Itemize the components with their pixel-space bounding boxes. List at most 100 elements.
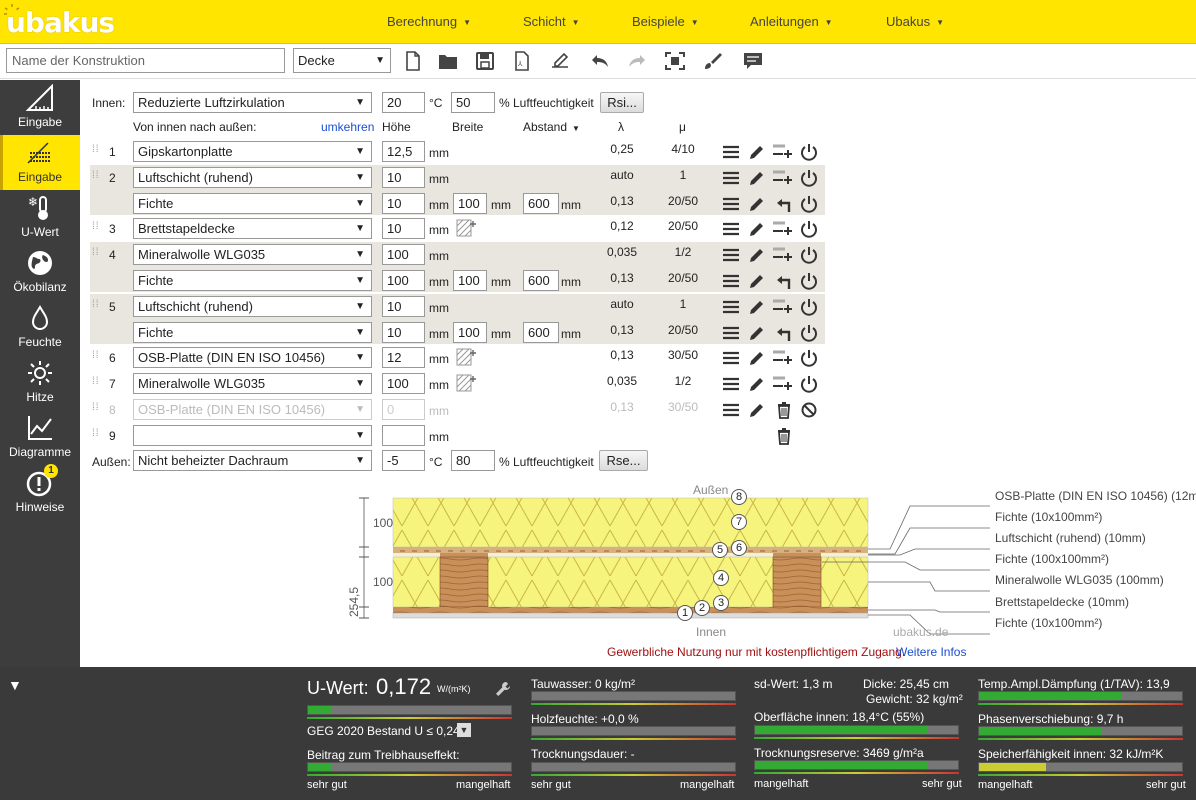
layer-material-select[interactable]: Gipskartonplatte ▼ [133,141,372,162]
edit-icon[interactable] [747,323,767,343]
sidebar-item-hinweise[interactable]: 1 Hinweise [0,464,80,520]
power-icon[interactable] [799,348,819,368]
layer-material-select[interactable]: OSB-Platte (DIN EN ISO 10456) ▼ [133,399,372,420]
sublayer-height-input[interactable]: 10 [382,322,425,343]
collapse-icon[interactable]: ▼ [8,677,22,693]
drag-handle[interactable]: ⁞⁞ [92,170,100,181]
sublayer-width-input[interactable]: 100 [453,270,487,291]
material-hatch-icon[interactable] [456,218,476,238]
layer-material-select[interactable]: Luftschicht (ruhend) ▼ [133,296,372,317]
layer-height-input[interactable]: 0 [382,399,425,420]
comment-icon[interactable] [742,51,764,71]
layer-marker[interactable]: 8 [731,489,747,505]
menu-icon[interactable] [721,194,741,214]
layer-height-input[interactable]: 10 [382,296,425,317]
wrench-icon[interactable] [495,681,511,697]
outside-temperature-input[interactable]: -5 [382,450,425,471]
outside-climate-select[interactable]: Nicht beheizter Dachraum ▼ [133,450,372,471]
layer-marker[interactable]: 1 [677,605,693,621]
outside-humidity-input[interactable]: 80 [451,450,495,471]
more-info-link[interactable]: Weitere Infos [896,645,967,659]
logo[interactable]: ubakus [4,4,115,39]
add-layer-icon[interactable] [772,142,792,162]
sublayer-distance-input[interactable]: 600 [523,322,559,343]
layer-height-input[interactable]: 12,5 [382,141,425,162]
nav-ubakus[interactable]: Ubakus ▼ [886,0,944,44]
inside-humidity-input[interactable]: 50 [451,92,495,113]
edit-icon[interactable] [747,400,767,420]
layer-height-input[interactable]: 10 [382,218,425,239]
new-file-icon[interactable] [402,51,424,71]
sublayer-material-select[interactable]: Fichte ▼ [133,270,372,291]
trash-icon[interactable] [774,400,794,420]
layer-height-input[interactable]: 100 [382,373,425,394]
edit-icon[interactable] [747,297,767,317]
sidebar-item-oekobilanz[interactable]: Ökobilanz [0,245,80,300]
material-hatch-icon[interactable] [456,373,476,393]
return-icon[interactable] [774,323,794,343]
menu-icon[interactable] [721,348,741,368]
drag-handle[interactable]: ⁞⁞ [92,221,100,232]
layer-marker[interactable]: 4 [713,570,729,586]
nav-anleitungen[interactable]: Anleitungen ▼ [750,0,833,44]
power-icon[interactable] [799,142,819,162]
drag-handle[interactable]: ⁞⁞ [92,299,100,310]
sign-icon[interactable] [549,51,571,71]
add-layer-icon[interactable] [772,374,792,394]
add-layer-icon[interactable] [772,245,792,265]
fullscreen-icon[interactable] [664,51,686,71]
power-icon[interactable] [799,194,819,214]
add-layer-icon[interactable] [772,168,792,188]
pdf-icon[interactable]: ⅄ [511,51,533,71]
rse-button[interactable]: Rse... [599,450,648,471]
distance-header[interactable]: Abstand ▼ [523,120,580,134]
menu-icon[interactable] [721,245,741,265]
layer-material-select[interactable]: Brettstapeldecke ▼ [133,218,372,239]
sublayer-material-select[interactable]: Fichte ▼ [133,193,372,214]
edit-icon[interactable] [747,374,767,394]
sidebar-item-eingabe-geometry[interactable]: Eingabe [0,80,80,135]
sidebar-item-eingabe-layers[interactable]: Eingabe [0,135,80,190]
add-layer-icon[interactable] [772,348,792,368]
edit-icon[interactable] [747,245,767,265]
menu-icon[interactable] [721,142,741,162]
drag-handle[interactable]: ⁞⁞ [92,247,100,258]
layer-height-input[interactable] [382,425,425,446]
layer-marker[interactable]: 5 [712,542,728,558]
inside-temperature-input[interactable]: 20 [382,92,425,113]
disabled-icon[interactable] [799,400,819,420]
layer-marker[interactable]: 7 [731,514,747,530]
edit-icon[interactable] [747,219,767,239]
drag-handle[interactable]: ⁞⁞ [92,402,100,413]
rsi-button[interactable]: Rsi... [600,92,644,113]
sublayer-height-input[interactable]: 100 [382,270,425,291]
redo-icon[interactable] [626,51,648,71]
layer-height-input[interactable]: 12 [382,347,425,368]
power-icon[interactable] [799,245,819,265]
sublayer-distance-input[interactable]: 600 [523,270,559,291]
drag-handle[interactable]: ⁞⁞ [92,376,100,387]
drag-handle[interactable]: ⁞⁞ [92,144,100,155]
add-layer-icon[interactable] [772,219,792,239]
edit-icon[interactable] [747,348,767,368]
layer-material-select[interactable]: OSB-Platte (DIN EN ISO 10456) ▼ [133,347,372,368]
sublayer-width-input[interactable]: 100 [453,322,487,343]
sublayer-height-input[interactable]: 10 [382,193,425,214]
power-icon[interactable] [799,374,819,394]
construction-type-select[interactable]: Decke ▼ [293,48,391,73]
power-icon[interactable] [799,271,819,291]
layer-height-input[interactable]: 10 [382,167,425,188]
edit-icon[interactable] [747,194,767,214]
power-icon[interactable] [799,219,819,239]
save-icon[interactable] [474,51,496,71]
trash-icon[interactable] [774,426,794,446]
sidebar-item-u-wert[interactable]: ❄ U-Wert [0,190,80,245]
sublayer-width-input[interactable]: 100 [453,193,487,214]
brush-icon[interactable] [702,51,724,71]
sidebar-item-diagramme[interactable]: Diagramme [0,410,80,465]
sidebar-item-feuchte[interactable]: Feuchte [0,300,80,355]
add-layer-icon[interactable] [772,297,792,317]
menu-icon[interactable] [721,271,741,291]
menu-icon[interactable] [721,374,741,394]
menu-icon[interactable] [721,297,741,317]
